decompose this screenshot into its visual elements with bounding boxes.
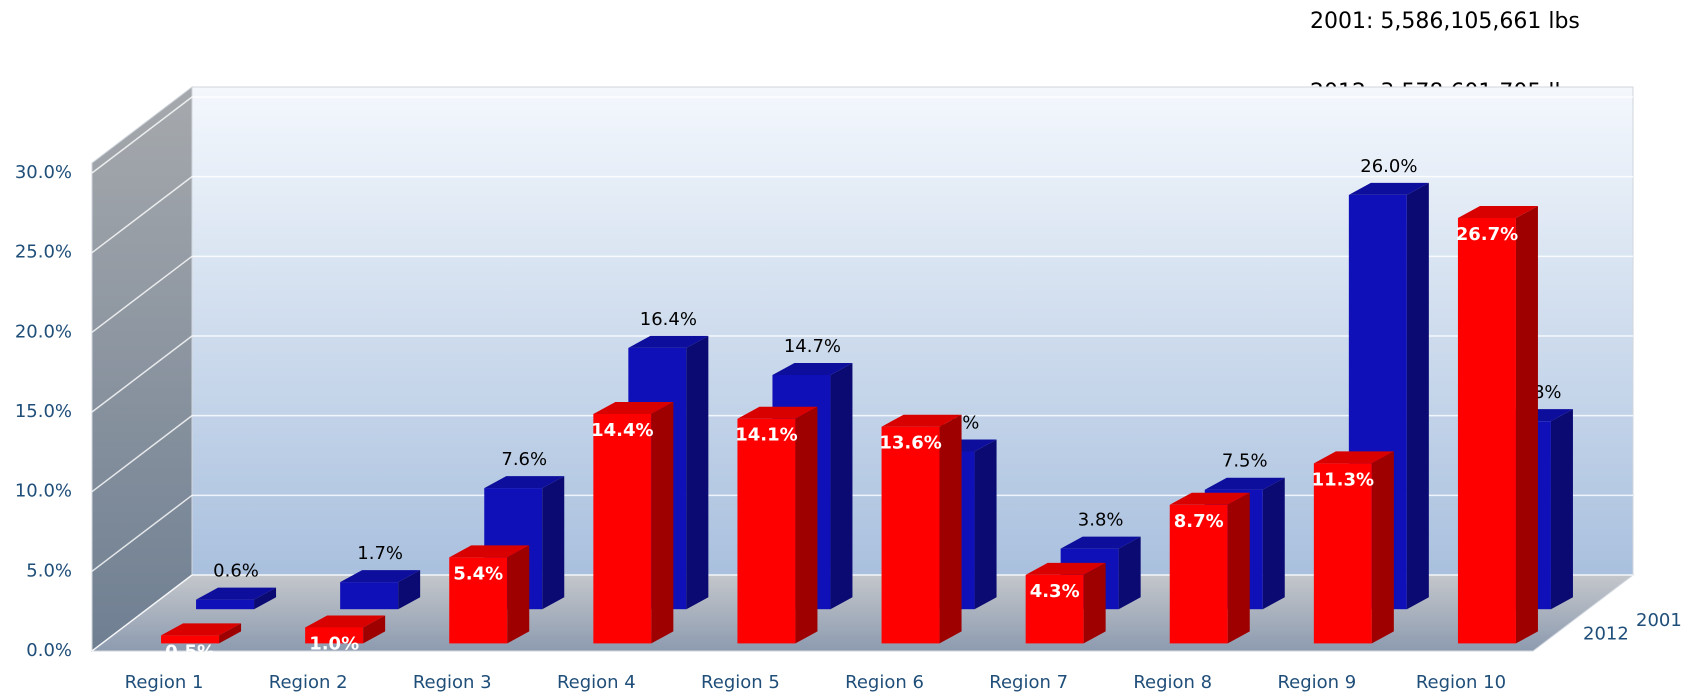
bar-top bbox=[628, 335, 709, 348]
bar-top bbox=[1313, 451, 1394, 464]
bar-side bbox=[398, 570, 421, 610]
bar-top bbox=[1025, 562, 1106, 575]
bar-top bbox=[1457, 205, 1538, 218]
bar-top bbox=[484, 476, 565, 489]
grid-line bbox=[91, 574, 1633, 652]
y-tick-label: 0.0% bbox=[26, 640, 72, 661]
bar-side bbox=[507, 545, 530, 644]
x-tick-label: Region 10 bbox=[1416, 672, 1506, 693]
bar-top bbox=[1060, 536, 1141, 549]
bar-top bbox=[196, 587, 277, 600]
bar-side bbox=[1406, 182, 1429, 610]
grid-line bbox=[91, 255, 1633, 333]
bar-front bbox=[1457, 217, 1516, 644]
y-tick-label: 25.0% bbox=[15, 242, 72, 263]
bar-top bbox=[1348, 182, 1429, 195]
depth-label: 2012 bbox=[1583, 623, 1629, 644]
x-tick-label: Region 2 bbox=[269, 672, 348, 693]
data-label: 1.7% bbox=[357, 543, 403, 564]
data-label: 14.1% bbox=[735, 425, 797, 446]
data-label: 7.6% bbox=[501, 449, 547, 470]
bar-top bbox=[1169, 492, 1250, 505]
bar-side bbox=[1262, 477, 1285, 610]
bar-top bbox=[593, 401, 674, 414]
annotation: 2001: 5,586,105,661 lbs bbox=[1310, 9, 1580, 34]
data-label: 8.7% bbox=[1174, 511, 1224, 532]
left-wall bbox=[91, 85, 193, 653]
x-tick-label: Region 3 bbox=[413, 672, 492, 693]
data-label: 14.7% bbox=[784, 336, 841, 357]
bar-side bbox=[651, 401, 674, 644]
bar-top bbox=[1204, 477, 1285, 490]
y-tick-label: 20.0% bbox=[15, 321, 72, 342]
grid-line bbox=[91, 494, 1633, 572]
y-tick-label: 5.0% bbox=[26, 560, 72, 581]
depth-label: 2001 bbox=[1636, 610, 1682, 631]
bar-side bbox=[795, 406, 818, 644]
bar-front bbox=[881, 426, 940, 644]
bar-front bbox=[1169, 504, 1228, 644]
data-label: 16.4% bbox=[640, 309, 697, 330]
y-tick-label: 15.0% bbox=[15, 401, 72, 422]
bar-front bbox=[1025, 574, 1084, 644]
data-label: 26.0% bbox=[1360, 156, 1417, 177]
bar-side bbox=[1118, 536, 1141, 610]
bar-side bbox=[1083, 562, 1106, 644]
data-label: 26.7% bbox=[1456, 224, 1518, 245]
bar-side bbox=[1371, 451, 1394, 644]
grid-line bbox=[91, 414, 1633, 493]
bar-side bbox=[974, 439, 997, 610]
bar-front bbox=[449, 557, 508, 644]
bar-front bbox=[196, 599, 255, 610]
data-label: 4.3% bbox=[1030, 581, 1080, 602]
bar-front bbox=[161, 635, 220, 644]
data-label: 7.5% bbox=[1222, 451, 1268, 472]
bar-front bbox=[593, 413, 652, 644]
bar-side bbox=[542, 476, 565, 610]
bar-top bbox=[449, 545, 530, 558]
bar-side bbox=[1515, 205, 1538, 644]
bar-top bbox=[161, 623, 242, 636]
data-label: 13.6% bbox=[879, 433, 941, 454]
x-tick-label: Region 4 bbox=[557, 672, 636, 693]
grid-line bbox=[91, 175, 1633, 254]
data-label: 11.3% bbox=[1312, 469, 1374, 490]
bar-side bbox=[1227, 492, 1250, 644]
bar-front bbox=[1313, 463, 1372, 644]
bar-side bbox=[830, 362, 853, 610]
x-tick-label: Region 9 bbox=[1277, 672, 1356, 693]
x-tick-label: Region 6 bbox=[845, 672, 924, 693]
bar-side bbox=[254, 587, 277, 610]
bar-top bbox=[737, 406, 818, 419]
bar-top bbox=[305, 615, 386, 628]
x-tick-label: Region 7 bbox=[989, 672, 1068, 693]
data-label: 3.8% bbox=[1078, 510, 1124, 531]
bar-side bbox=[219, 623, 242, 644]
data-label: 1.0% bbox=[309, 633, 359, 654]
y-tick-label: 30.0% bbox=[15, 162, 72, 183]
bar-top bbox=[772, 362, 853, 375]
grid-line bbox=[91, 335, 1633, 413]
bar-front bbox=[305, 627, 364, 644]
bar-top bbox=[881, 414, 962, 427]
bar-top bbox=[340, 570, 421, 583]
bar-side bbox=[686, 335, 709, 610]
bar-side bbox=[363, 615, 386, 644]
x-tick-label: Region 8 bbox=[1133, 672, 1212, 693]
y-tick-label: 10.0% bbox=[15, 481, 72, 502]
x-tick-label: Region 5 bbox=[701, 672, 780, 693]
bar-front bbox=[737, 418, 796, 644]
x-tick-label: Region 1 bbox=[125, 672, 204, 693]
bar-side bbox=[939, 414, 962, 644]
grid-line bbox=[91, 96, 1633, 174]
bar-side bbox=[1550, 409, 1573, 610]
data-label: 0.6% bbox=[213, 561, 259, 582]
data-label: 5.4% bbox=[453, 563, 503, 584]
data-label: 0.5% bbox=[165, 641, 215, 662]
bar-front bbox=[340, 582, 399, 610]
data-label: 14.4% bbox=[591, 420, 653, 441]
